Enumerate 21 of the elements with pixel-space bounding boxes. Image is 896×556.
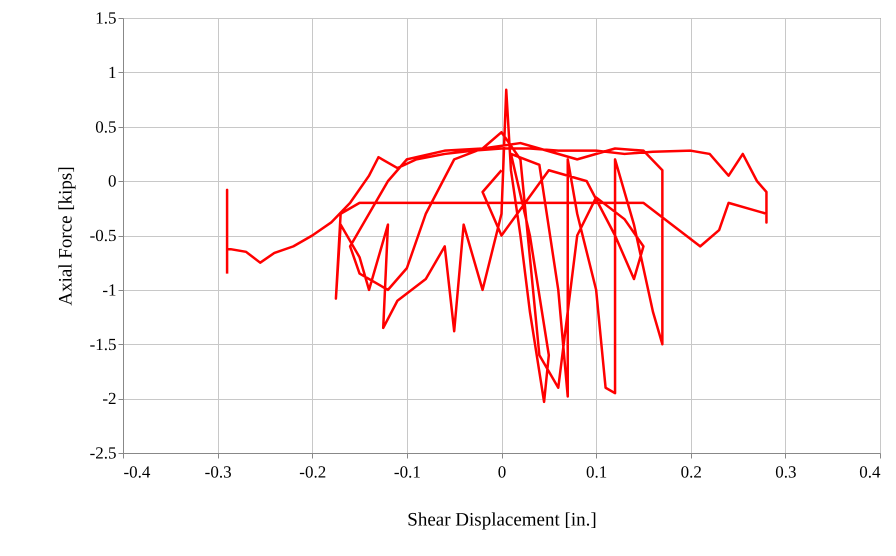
y-tick-label: 0.5 [95,117,116,136]
x-tick-label: 0.2 [680,462,702,482]
x-tick-label: 0.4 [859,462,881,482]
x-tick-label: 0.3 [775,462,796,482]
y-tick-label: -0.5 [90,226,116,245]
x-tick-label: 0.1 [586,462,608,482]
x-tick-label: -0.1 [394,462,421,482]
x-tick-label: -0.2 [299,462,326,482]
y-tick-label: 1 [108,62,116,82]
y-axis-title: Axial Force [kips] [56,166,77,306]
x-tick-label: 0 [498,462,506,482]
x-tick-label: -0.4 [124,462,151,482]
line-series [226,88,768,404]
x-tick-label: -0.3 [204,462,232,482]
y-tick-label: -1 [102,280,116,300]
y-tick-label: 1.5 [95,8,116,28]
y-tick-label: -1.5 [90,334,116,354]
x-axis-title: Shear Displacement [in.] [407,510,597,530]
y-tick-label: 0 [108,172,116,191]
y-tick-label: -2 [102,389,116,408]
y-tick-label: -2.5 [90,444,116,462]
